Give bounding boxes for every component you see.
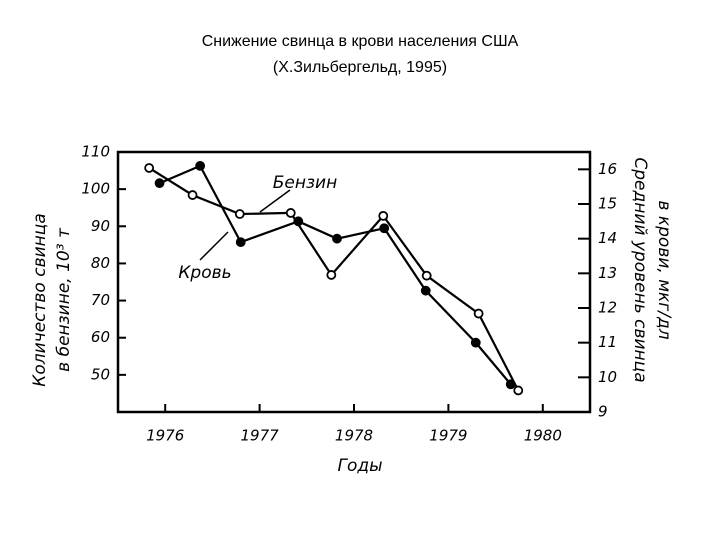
y2-tick-label: 11	[598, 333, 617, 351]
y-tick-label: 50	[91, 365, 110, 383]
y-axis-label-line: Количество свинца	[30, 213, 50, 386]
y2-tick-label: 15	[598, 195, 617, 213]
y2-axis-label-line: Средний уровень свинца	[630, 157, 650, 382]
x-tick-label: 1978	[335, 427, 373, 445]
y2-axis-label: Средний уровень свинца в крови, мкг/дл	[630, 157, 674, 382]
x-tick-label: 1979	[429, 427, 467, 445]
data-point	[235, 237, 246, 248]
data-point	[420, 285, 431, 296]
data-point	[187, 190, 198, 200]
data-point	[421, 270, 432, 281]
y-tick-label: 100	[81, 180, 110, 198]
data-point	[293, 216, 304, 227]
data-point	[505, 379, 516, 390]
chart-subtitle: (Х.Зильбергельд, 1995)	[273, 59, 447, 76]
y2-tick-label: 16	[598, 160, 617, 178]
chart-title: Снижение свинца в крови населения США	[202, 33, 519, 50]
data-point	[154, 178, 165, 189]
y2-tick-label: 12	[598, 299, 617, 317]
x-tick-label: 1980	[524, 427, 562, 445]
y-tick-label: 90	[91, 217, 110, 235]
y2-tick-label: 13	[598, 264, 617, 282]
y2-tick-label: 9	[598, 403, 608, 421]
x-tick-label: 1977	[241, 427, 280, 445]
data-point	[379, 223, 390, 234]
data-point	[378, 210, 389, 221]
data-point	[195, 160, 206, 171]
y-tick-label: 80	[91, 254, 110, 272]
y-axis-label-line: в бензине, 10³ т	[54, 227, 74, 372]
y-tick-label: 60	[91, 328, 110, 346]
y2-tick-label: 14	[598, 229, 617, 247]
data-point	[473, 308, 484, 319]
y2-tick-label: 10	[598, 368, 617, 386]
annotation-arrow	[199, 231, 229, 261]
data-point	[470, 337, 481, 348]
data-point	[285, 208, 296, 218]
data-point	[234, 209, 245, 219]
data-point	[513, 385, 524, 396]
series-annotation: Бензин	[273, 173, 337, 193]
y2-axis-label-line: в крови, мкг/дл	[654, 200, 674, 339]
y-tick-label: 110	[81, 143, 110, 161]
y-axis-label: Количество свинца в бензине, 10³ т	[30, 213, 74, 386]
y-tick-label: 70	[91, 291, 110, 309]
data-point	[332, 233, 342, 244]
x-tick-label: 1976	[146, 427, 184, 445]
x-axis-label: Годы	[337, 456, 382, 476]
data-point	[144, 163, 155, 173]
data-point	[326, 270, 337, 280]
annotation-arrow	[259, 189, 291, 213]
series-annotation: Кровь	[178, 263, 231, 283]
